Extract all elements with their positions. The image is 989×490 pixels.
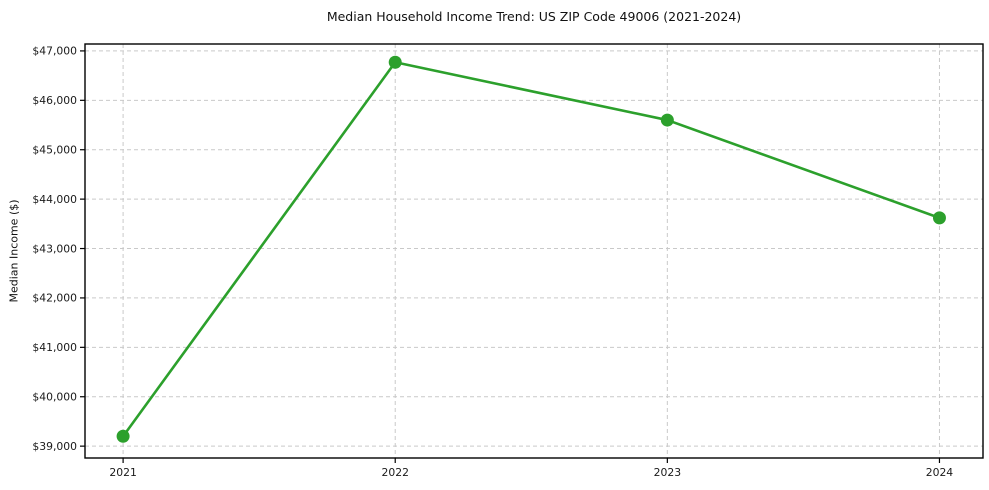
y-tick-label: $41,000 [32,341,77,354]
y-tick-label: $40,000 [32,391,77,404]
data-point-2023 [660,113,674,127]
y-tick-label: $47,000 [32,45,77,58]
chart-title: Median Household Income Trend: US ZIP Co… [326,9,742,24]
plot-border [84,43,984,459]
y-tick-label: $46,000 [32,94,77,107]
y-tick-label: $44,000 [32,193,77,206]
income-trend-line [121,60,941,438]
y-tick-label: $45,000 [32,144,77,157]
x-tick-label: 2021 [109,466,136,479]
y-tick-label: $42,000 [32,292,77,305]
data-point-2021 [116,429,130,443]
data-point-2022 [388,55,402,69]
y-tick-label: $39,000 [32,440,77,453]
x-tick-label: 2024 [926,466,954,479]
data-point-2024 [932,211,946,225]
y-tick-label: $43,000 [32,242,77,255]
x-tick-label: 2023 [654,466,681,479]
x-tick-label: 2022 [381,466,408,479]
